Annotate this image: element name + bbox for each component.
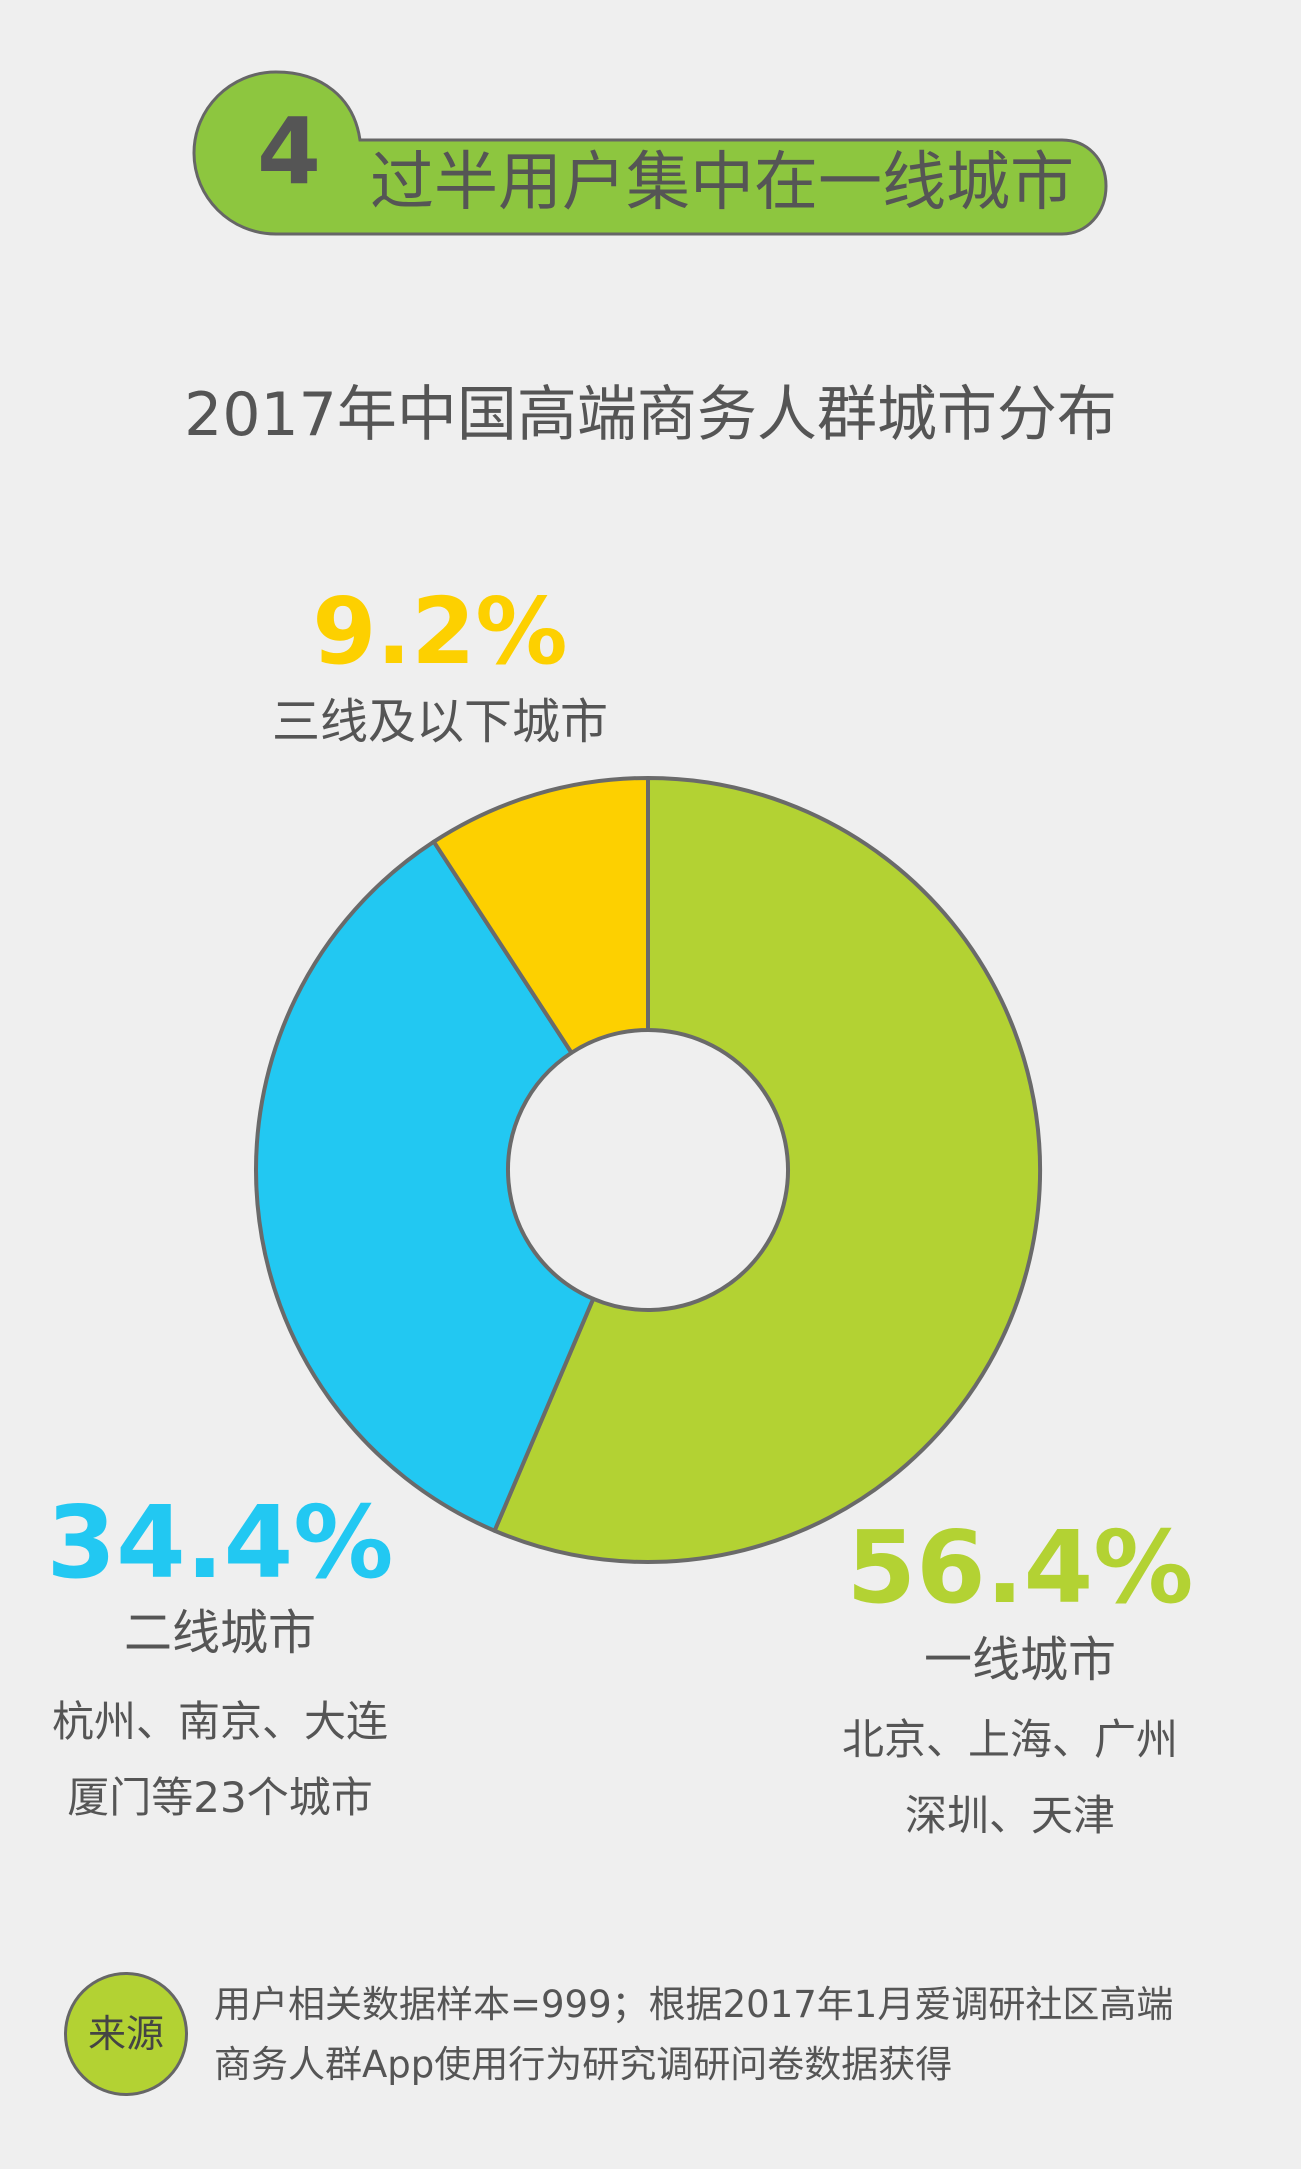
tier2-cities-line: 杭州、南京、大连 xyxy=(51,1697,388,1746)
slice-label-tier1-category: 一线城市 xyxy=(923,1632,1116,1688)
tier1-cities-line: 北京、上海、广州 xyxy=(841,1715,1178,1764)
source-badge: 来源 xyxy=(64,1972,188,2096)
source-note-line: 商务人群App使用行为研究调研问卷数据获得 xyxy=(214,2043,953,2086)
source-note-line: 用户相关数据样本=999；根据2017年1月爱调研社区高端 xyxy=(214,1983,1174,2026)
donut-slice-tier3 xyxy=(431,776,650,1055)
tier2-cities-line: 厦门等23个城市 xyxy=(67,1773,373,1822)
tier1-cities-line: 深圳、天津 xyxy=(904,1791,1115,1840)
slice-label-tier3-category: 三线及以下城市 xyxy=(271,694,608,750)
donut-slice-tier1 xyxy=(492,776,1042,1564)
section-number: 4 xyxy=(256,98,321,205)
header-banner: 4 过半用户集中在一线城市 xyxy=(192,70,1108,238)
slice-label-tier1-percent: 56.4% xyxy=(846,1509,1194,1626)
slice-label-tier2-percent: 34.4% xyxy=(46,1484,394,1601)
header-banner-shape xyxy=(192,70,1108,236)
slice-label-tier1-cities: 北京、上海、广州 深圳、天津 xyxy=(810,1702,1210,1854)
section-title: 过半用户集中在一线城市 xyxy=(370,146,1074,220)
source-note: 用户相关数据样本=999；根据2017年1月爱调研社区高端 商务人群App使用行… xyxy=(214,1975,1274,2095)
chart-title: 2017年中国高端商务人群城市分布 xyxy=(184,380,1117,450)
slice-label-tier3-percent: 9.2% xyxy=(312,578,568,685)
slice-label-tier2-category: 二线城市 xyxy=(123,1605,316,1661)
slice-label-tier2-cities: 杭州、南京、大连 厦门等23个城市 xyxy=(20,1684,420,1836)
donut-slice-tier2 xyxy=(254,839,596,1533)
